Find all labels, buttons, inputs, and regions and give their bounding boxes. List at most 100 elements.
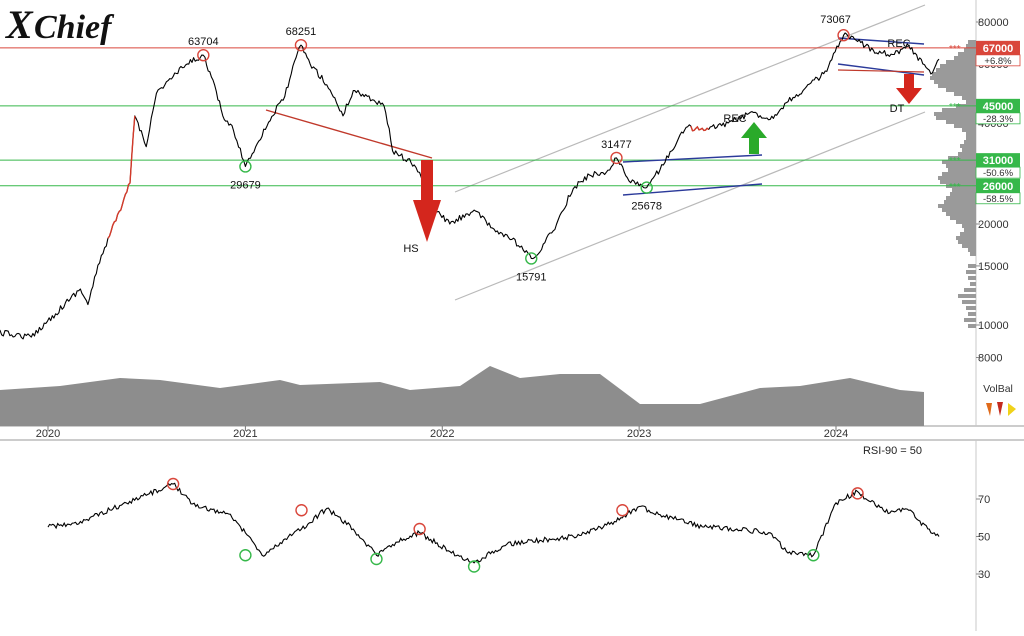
- logo-rest: Chief: [34, 9, 115, 46]
- peak-marker: [197, 48, 210, 62]
- volume-profile-bar: [946, 60, 976, 64]
- rsi-tick-label: 50: [978, 532, 990, 544]
- volume-profile-bar: [966, 136, 976, 140]
- rsi-peak-marker: [616, 504, 629, 517]
- rec2-lower-line: [837, 63, 925, 76]
- volume-profile-bar: [938, 84, 976, 88]
- xchief-logo: X Chief: [4, 2, 115, 47]
- extreme-label: 63704: [188, 36, 219, 48]
- extreme-markers: 63704 68251 29679 15791 31477 25678 73067: [188, 14, 851, 283]
- x-tick-label: 2023: [627, 428, 651, 440]
- volume-profile-bar: [956, 236, 976, 240]
- rsi-peak-marker: [413, 522, 426, 536]
- rsi-panel: RSI-90 = 50 70 50 30: [47, 445, 990, 581]
- pattern-label-rec: REC: [723, 113, 746, 125]
- volume-profile-bar: [958, 152, 976, 156]
- level-value-box: [976, 178, 1020, 193]
- rec-upper-line: [622, 154, 763, 163]
- rsi-tick-label: 30: [978, 569, 990, 581]
- volume-profile-bar: [968, 312, 976, 316]
- volume-profile-bar: [946, 88, 976, 92]
- x-axis: 2020 2021 2022 2023 2024: [36, 426, 848, 440]
- extreme-label: 68251: [286, 26, 317, 38]
- volume-profile-bar: [966, 44, 976, 48]
- y-tick-label: 8000: [978, 353, 1002, 365]
- level-value: 45000: [983, 101, 1014, 113]
- volbal-arrow-yellow: [1008, 403, 1016, 416]
- level-stars: ***: [949, 44, 961, 55]
- price-line: [0, 32, 940, 340]
- volume-profile-bar: [938, 204, 976, 208]
- peak-marker: [294, 38, 308, 52]
- volume-profile-bar: [966, 100, 976, 104]
- x-tick-label: 2020: [36, 428, 60, 440]
- price-highlight-segment: [690, 125, 710, 132]
- volume-profile-bar: [960, 232, 976, 236]
- volume-profile-bar: [942, 208, 976, 212]
- volume-profile-bar: [968, 248, 976, 252]
- level-pct: +6.8%: [984, 56, 1012, 67]
- volume-profile-bar: [968, 264, 976, 268]
- volbal-arrow-red: [997, 402, 1003, 416]
- pattern-label-rec: REC: [887, 38, 910, 50]
- volume-profile-bar: [946, 212, 976, 216]
- volume-profile-bar: [966, 306, 976, 310]
- volume-profile-bar: [964, 288, 976, 292]
- level-value: 67000: [983, 43, 1014, 55]
- volume-profile-bar: [958, 240, 976, 244]
- volume-profile-bar: [966, 270, 976, 274]
- dt-down-arrow: [896, 74, 922, 104]
- y-tick-label: 15000: [978, 261, 1009, 273]
- hs-down-arrow: [413, 160, 441, 242]
- volume-profile-bar: [932, 72, 976, 76]
- level-value: 26000: [983, 181, 1014, 193]
- trend-channel: [454, 4, 926, 301]
- trough-marker: [239, 160, 252, 173]
- x-tick-label: 2021: [233, 428, 257, 440]
- rsi-trough-marker: [467, 560, 481, 573]
- level-pct-box: [975, 166, 1021, 179]
- volume-profile-bar: [936, 68, 976, 72]
- rsi-title: RSI-90 = 50: [863, 445, 922, 457]
- volume-profile-bar: [960, 144, 976, 148]
- volume-profile-bar: [968, 324, 976, 328]
- volume-profile-bar: [970, 282, 976, 286]
- volume-profile-bar: [962, 148, 976, 152]
- volume-profile-bar: [946, 120, 976, 124]
- volume-profile-bar: [940, 64, 976, 68]
- rsi-peak-marker: [295, 504, 308, 517]
- volume-profile-bar: [958, 52, 976, 56]
- volbal-label: VolBal: [983, 383, 1013, 395]
- channel-upper-line: [454, 4, 926, 193]
- volume-profile-bar: [958, 294, 976, 298]
- volume-profile-bar: [946, 164, 976, 168]
- level-value-box: [976, 153, 1020, 168]
- rec2-upper-line: [837, 37, 925, 45]
- volume-profile-bar: [954, 56, 976, 60]
- level-pct-box: [975, 112, 1021, 125]
- price-levels: *** 67000+6.8% *** 45000-28.3% *** 31000-50.6…: [0, 40, 1021, 205]
- y-tick-label: 80000: [978, 17, 1009, 29]
- volume-profile-bar: [970, 252, 976, 256]
- volume-profile-bar: [962, 244, 976, 248]
- rec-up-arrow: [741, 122, 767, 154]
- peak-marker: [837, 29, 850, 42]
- volume-profile-bar: [944, 200, 976, 204]
- level-stars: ***: [949, 102, 961, 113]
- y-tick-label: 10000: [978, 320, 1009, 332]
- volume-profile-bar: [962, 300, 976, 304]
- extreme-label: 73067: [820, 14, 851, 26]
- volume-profile-bar: [934, 80, 976, 84]
- volume-profile-bar: [936, 116, 976, 120]
- hs-neckline: [265, 109, 433, 159]
- rsi-tick-label: 70: [978, 494, 990, 506]
- pattern-label-dt: DT: [890, 103, 905, 115]
- price-highlight-segment: [107, 115, 136, 239]
- level-value-box: [976, 98, 1020, 113]
- volume-profile-bar: [956, 220, 976, 224]
- logo-x: X: [4, 2, 34, 47]
- volume-profile-bar: [934, 112, 976, 116]
- rsi-trough-marker: [239, 549, 252, 562]
